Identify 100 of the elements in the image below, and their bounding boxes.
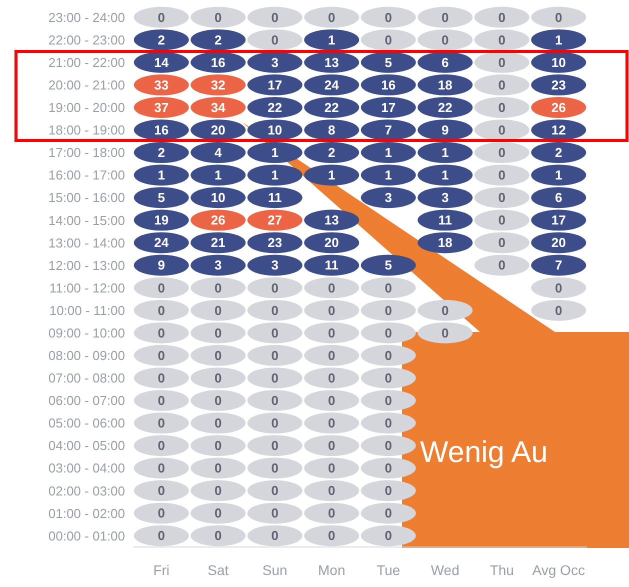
data-label: 0 (271, 348, 278, 363)
data-label: 0 (271, 32, 278, 48)
data-label: 0 (384, 528, 392, 544)
data-label: 0 (498, 122, 506, 138)
x-tick-label: Fri (153, 562, 170, 578)
data-label: 0 (384, 483, 392, 498)
y-tick-label: 13:00 - 14:00 (48, 235, 125, 250)
data-label: 0 (158, 348, 165, 363)
data-label: 1 (328, 32, 336, 48)
data-label: 0 (442, 302, 449, 318)
data-label: 0 (384, 506, 392, 521)
data-label: 0 (214, 392, 222, 408)
data-label: 0 (214, 460, 222, 476)
data-label: 7 (384, 122, 392, 138)
data-label: 2 (158, 145, 165, 160)
data-label: 0 (271, 392, 278, 408)
y-tick-label: 20:00 - 21:00 (48, 78, 125, 93)
data-label: 0 (555, 302, 562, 318)
data-label: 18 (438, 77, 452, 92)
data-label: 4 (214, 145, 223, 160)
data-label: 0 (384, 280, 392, 296)
data-label: 13 (324, 54, 339, 70)
data-label: 0 (442, 10, 449, 25)
data-label: 0 (328, 506, 336, 521)
data-label: 1 (214, 168, 222, 183)
y-tick-label: 14:00 - 15:00 (48, 212, 125, 228)
annotation: Wenig Au (420, 436, 548, 469)
data-label: 23 (551, 77, 566, 92)
data-label: 17 (551, 212, 566, 228)
data-label: 0 (158, 302, 165, 318)
data-label: 0 (328, 392, 336, 408)
data-label: 11 (324, 258, 338, 273)
data-label: 0 (214, 438, 222, 454)
data-label: 0 (498, 235, 506, 250)
data-label: 1 (442, 145, 449, 160)
data-label: 14 (154, 54, 170, 70)
data-label: 0 (214, 280, 222, 296)
y-tick-label: 12:00 - 13:00 (48, 258, 125, 273)
data-label: 0 (555, 280, 562, 296)
data-label: 0 (384, 416, 392, 431)
data-label: 0 (384, 325, 392, 340)
data-label: 2 (328, 145, 336, 160)
data-label: 0 (158, 416, 165, 431)
data-label: 27 (268, 212, 282, 228)
y-tick-label: 09:00 - 10:00 (48, 325, 125, 340)
data-label: 22 (268, 100, 282, 115)
data-label: 0 (384, 392, 392, 408)
data-label: 0 (442, 32, 449, 48)
data-label: 12 (551, 122, 566, 138)
data-label: 0 (271, 483, 278, 498)
data-label: 19 (154, 212, 169, 228)
data-label: 1 (328, 168, 336, 183)
data-label: 0 (214, 10, 222, 25)
y-tick-label: 22:00 - 23:00 (48, 32, 125, 48)
data-label: 0 (328, 483, 336, 498)
data-label: 0 (158, 506, 165, 521)
data-label: 3 (271, 258, 278, 273)
data-label: 17 (268, 77, 282, 92)
data-label: 0 (158, 483, 165, 498)
x-tick-label: Mon (318, 562, 346, 578)
x-tick-label: Avg Occ (532, 562, 585, 578)
y-tick-label: 04:00 - 05:00 (48, 438, 125, 454)
data-label: 0 (271, 438, 278, 454)
data-label: 23 (268, 235, 282, 250)
data-label: 0 (328, 302, 336, 318)
x-tick-label: Sun (262, 562, 288, 578)
y-tick-label: 05:00 - 06:00 (48, 416, 125, 431)
y-tick-label: 17:00 - 18:00 (48, 145, 125, 160)
data-label: 0 (271, 325, 278, 340)
data-label: 1 (442, 168, 449, 183)
data-label: 0 (498, 190, 506, 206)
data-label: 6 (555, 190, 562, 206)
data-label: 13 (324, 212, 339, 228)
data-label: 0 (271, 302, 278, 318)
data-label: 11 (438, 212, 452, 228)
data-label: 0 (158, 528, 165, 544)
data-label: 0 (384, 302, 392, 318)
y-tick-label: 01:00 - 02:00 (48, 506, 125, 521)
data-label: 0 (271, 280, 278, 296)
y-tick-label: 16:00 - 17:00 (48, 168, 125, 183)
data-label: 32 (210, 77, 226, 92)
data-label: 22 (438, 100, 452, 115)
data-label: 6 (442, 54, 449, 70)
data-label: 5 (158, 190, 165, 206)
y-tick-label: 07:00 - 08:00 (48, 370, 125, 386)
data-label: 10 (210, 190, 226, 206)
data-label: 0 (328, 416, 336, 431)
data-label: 0 (158, 10, 165, 25)
data-label: 0 (498, 32, 506, 48)
data-label: 0 (214, 416, 222, 431)
data-label: 0 (498, 54, 506, 70)
data-label: 0 (498, 10, 506, 25)
data-label: 5 (384, 258, 392, 273)
y-tick-label: 18:00 - 19:00 (48, 122, 125, 138)
data-label: 9 (158, 258, 165, 273)
data-label: 0 (214, 506, 222, 521)
data-label: 0 (384, 10, 392, 25)
data-label: 24 (324, 77, 340, 92)
y-tick-label: 03:00 - 04:00 (48, 460, 125, 476)
data-label: 0 (271, 460, 278, 476)
